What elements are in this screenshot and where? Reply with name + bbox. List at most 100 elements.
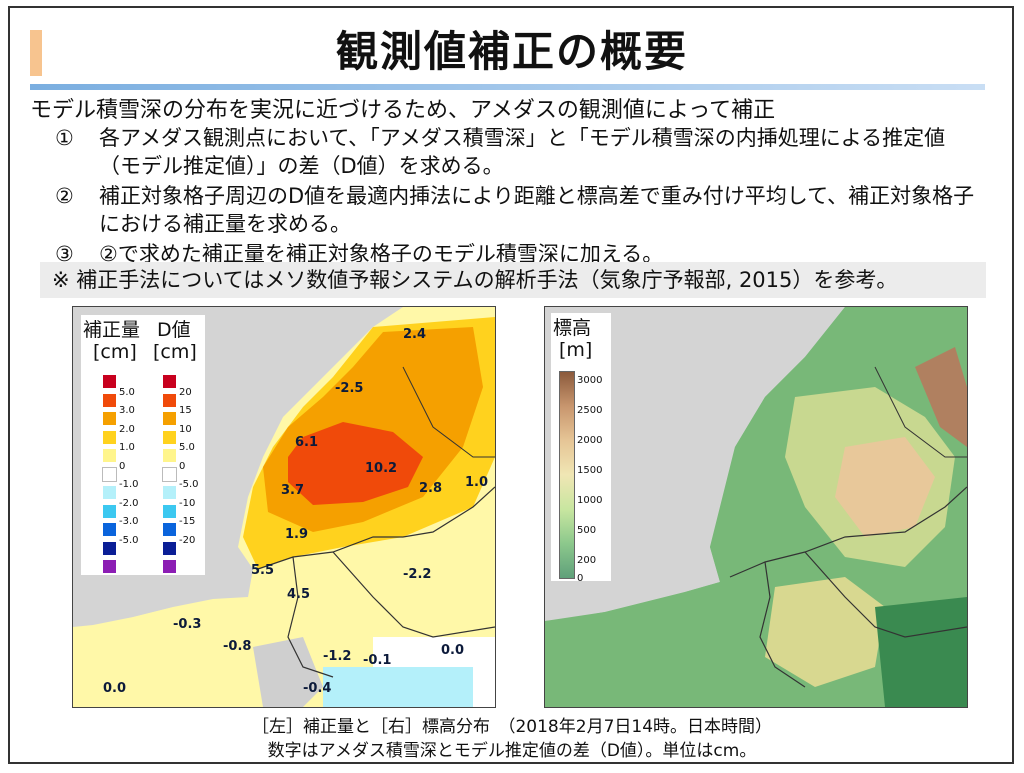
legend-swatch bbox=[163, 523, 176, 536]
legend-swatch bbox=[103, 430, 116, 444]
legend-swatch bbox=[103, 393, 116, 407]
legend-correction-tick: 3.0 bbox=[119, 405, 135, 416]
correction-legend: 補正量 D値 [cm] [cm] 5.0 3.0 2.0 1.0 0 -1.0 -2.0 -3… bbox=[81, 315, 205, 575]
legend-correction-tick: -2.0 bbox=[119, 497, 139, 509]
elevation-map: 標高 [m] 3000 2500 2000 1500 1000 500 200 0 bbox=[544, 306, 968, 708]
d-value-label: 2.8 bbox=[419, 481, 443, 496]
prefecture-border bbox=[759, 561, 806, 688]
step-item: ② 補正対象格子周辺のD値を最適内挿法により距離と標高差で重み付け平均して、補正対… bbox=[55, 182, 985, 238]
d-value-label: 10.2 bbox=[365, 461, 398, 476]
legend-swatch bbox=[103, 523, 116, 536]
legend-swatch bbox=[163, 430, 176, 444]
legend-swatch bbox=[103, 412, 116, 425]
legend-correction-tick: 1.0 bbox=[119, 442, 135, 453]
correction-band-red bbox=[288, 422, 423, 505]
legend-correction-unit: [cm] bbox=[93, 341, 137, 363]
legend-swatch bbox=[163, 412, 176, 425]
elevation-color-bar bbox=[559, 371, 575, 579]
legend-swatch bbox=[163, 449, 176, 462]
page-title: 観測値補正の概要 bbox=[335, 27, 688, 76]
prefecture-border bbox=[287, 556, 334, 678]
d-value-label: -0.4 bbox=[303, 681, 332, 696]
legend-swatch bbox=[163, 375, 176, 388]
legend-swatch bbox=[103, 541, 116, 555]
d-value-label: 6.1 bbox=[295, 435, 319, 450]
legend-elevation-title: 標高 bbox=[553, 317, 592, 339]
gray-area bbox=[253, 637, 323, 707]
legend-correction-tick: -3.0 bbox=[119, 516, 139, 527]
legend-correction-tick: -1.0 bbox=[119, 479, 139, 490]
prefecture-border bbox=[402, 366, 495, 458]
legend-swatch bbox=[103, 486, 116, 499]
legend-swatch bbox=[103, 375, 116, 388]
legend-d-tick: -20 bbox=[179, 534, 196, 546]
d-value-label: 1.0 bbox=[465, 475, 489, 490]
caption-line-1: ［左］補正量と［右］標高分布 （2018年2月7日14時。日本時間） bbox=[251, 717, 773, 737]
d-value-label: 2.4 bbox=[403, 327, 427, 342]
elevation-band-peak bbox=[915, 347, 967, 447]
d-value-label: 0.0 bbox=[441, 643, 465, 658]
d-value-label: 1.9 bbox=[285, 527, 309, 542]
d-value-label: -2.5 bbox=[335, 381, 364, 396]
step-item: ① 各アメダス観測点において、「アメダス積雪深」と「モデル積雪深の内挿処理による推… bbox=[55, 124, 985, 180]
legend-correction-tick: 2.0 bbox=[119, 423, 135, 435]
legend-swatch bbox=[103, 449, 116, 462]
elevation-band-deep bbox=[875, 597, 967, 707]
elevation-band-high bbox=[835, 437, 935, 537]
d-value-label: 5.5 bbox=[251, 563, 275, 578]
negative-correction-area bbox=[323, 667, 473, 707]
intro-text: モデル積雪深の分布を実況に近づけるため、アメダスの観測値によって補正 bbox=[30, 98, 776, 123]
legend-swatch bbox=[162, 466, 177, 482]
legend-swatch bbox=[163, 541, 176, 555]
legend-swatch bbox=[163, 560, 176, 573]
legend-swatch bbox=[163, 393, 176, 407]
step-number: ① bbox=[55, 126, 74, 150]
legend-d-tick: 5.0 bbox=[179, 442, 195, 453]
d-value-label: 0.0 bbox=[103, 681, 127, 696]
legend-d-tick: 20 bbox=[179, 386, 192, 398]
legend-d-tick: 15 bbox=[179, 405, 192, 416]
legend-d-title: D値 bbox=[157, 319, 191, 341]
step-text: 補正対象格子周辺のD値を最適内挿法により距離と標高差で重み付け平均して、補正対象… bbox=[99, 184, 975, 236]
elevation-tick: 2000 bbox=[577, 435, 603, 446]
legend-correction-title: 補正量 bbox=[83, 319, 141, 341]
legend-correction-tick: -5.0 bbox=[119, 534, 139, 546]
prefecture-border bbox=[804, 551, 967, 638]
elevation-tick: 200 bbox=[577, 555, 597, 566]
d-value-label: -0.8 bbox=[223, 639, 252, 654]
elevation-tick: 0 bbox=[577, 573, 584, 584]
legend-d-unit: [cm] bbox=[153, 341, 197, 363]
step-text: 各アメダス観測点において、「アメダス積雪深」と「モデル積雪深の内挿処理による推定… bbox=[99, 126, 946, 178]
d-value-label: 3.7 bbox=[281, 483, 305, 498]
step-number: ② bbox=[55, 184, 74, 208]
legend-swatch bbox=[102, 466, 117, 482]
d-value-label: -0.3 bbox=[173, 617, 202, 632]
legend-d-tick: -15 bbox=[179, 516, 196, 527]
elevation-tick: 1000 bbox=[577, 495, 603, 506]
prefecture-border bbox=[257, 486, 495, 570]
legend-swatch bbox=[163, 486, 176, 499]
title-accent-bar bbox=[30, 30, 42, 76]
legend-d-tick: 0 bbox=[179, 460, 186, 472]
elevation-map-image bbox=[545, 307, 967, 707]
elevation-tick: 1500 bbox=[577, 465, 603, 476]
correction-map: 補正量 D値 [cm] [cm] 5.0 3.0 2.0 1.0 0 -1.0 -2.0 -3… bbox=[72, 306, 496, 708]
legend-swatch bbox=[103, 560, 116, 573]
legend-swatch bbox=[103, 504, 116, 518]
elevation-tick: 2500 bbox=[577, 405, 603, 416]
d-value-label: -0.1 bbox=[363, 653, 392, 668]
legend-elevation-unit: [m] bbox=[559, 339, 593, 361]
d-value-label: -1.2 bbox=[323, 649, 352, 664]
caption-line-2: 数字はアメダス積雪深とモデル推定値の差（D値）。単位はcm。 bbox=[267, 741, 757, 761]
d-value-label: -2.2 bbox=[403, 567, 432, 582]
legend-correction-tick: 5.0 bbox=[119, 386, 135, 398]
legend-swatch bbox=[163, 504, 176, 518]
legend-correction-tick: 0 bbox=[119, 460, 126, 472]
steps-list: ① 各アメダス観測点において、「アメダス積雪深」と「モデル積雪深の内挿処理による推… bbox=[55, 124, 985, 270]
title-underline bbox=[30, 84, 985, 90]
prefecture-border bbox=[874, 366, 967, 458]
legend-d-tick: -5.0 bbox=[179, 479, 199, 490]
sea-area bbox=[545, 307, 845, 621]
elevation-band-mid bbox=[765, 577, 885, 687]
d-value-label: 4.5 bbox=[287, 587, 311, 602]
